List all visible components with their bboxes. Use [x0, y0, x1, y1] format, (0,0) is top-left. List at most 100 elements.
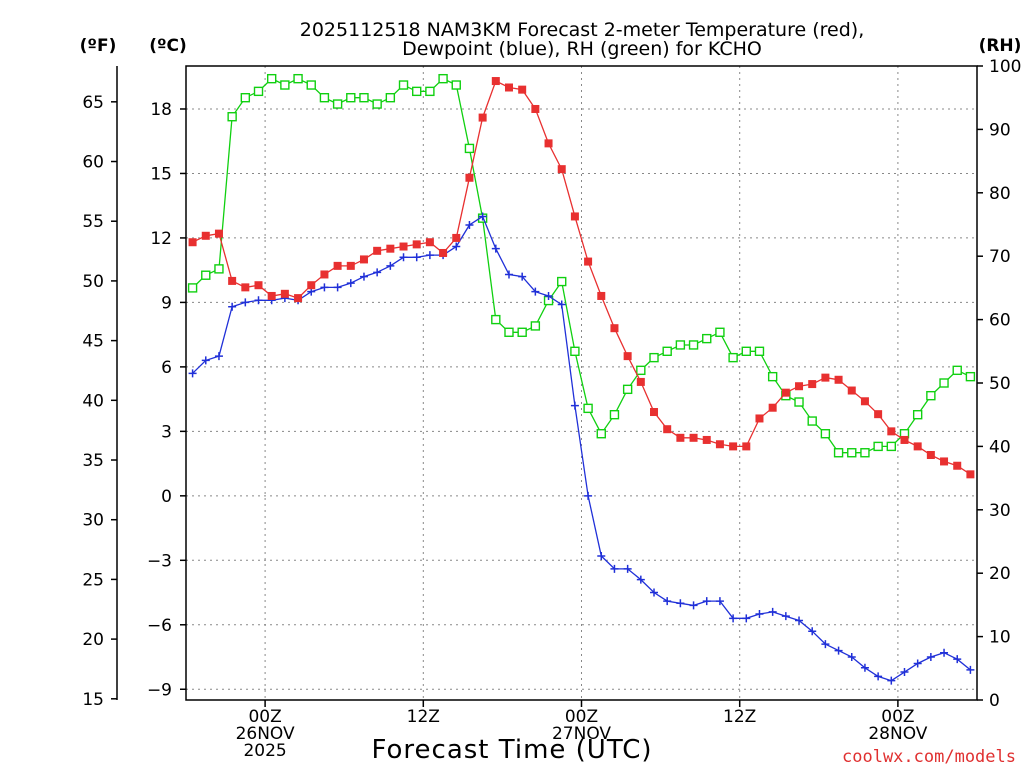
dewpoint-point [531, 287, 540, 296]
rh-point [965, 371, 976, 382]
dewpoint-point [188, 369, 197, 378]
rh-point [359, 92, 369, 103]
temperature-point [702, 435, 711, 444]
temperature-point [412, 240, 421, 249]
rh-point [319, 92, 330, 103]
temperature-point [834, 375, 843, 384]
temperature-point [518, 85, 527, 94]
rh-point [451, 80, 461, 90]
temperature-point [201, 231, 210, 240]
rh-point [293, 73, 303, 84]
temperature-point [531, 104, 540, 113]
temperature-point [650, 408, 659, 417]
temperature-point [491, 77, 500, 86]
temperature-point [808, 380, 817, 389]
temperature-point [676, 433, 685, 442]
rh-point [741, 346, 751, 356]
rh-point [662, 346, 672, 356]
gridlines [186, 66, 977, 700]
dewpoint-point [518, 272, 527, 281]
dewpoint-point [359, 272, 368, 281]
time-tick-label: 12Z [407, 707, 440, 727]
rh-point [372, 99, 382, 109]
rh-point [425, 86, 435, 97]
rh-point [807, 416, 817, 426]
dewpoint-point [478, 212, 487, 221]
fahrenheit-tick-label: 30 [82, 511, 104, 531]
rh-point [214, 264, 224, 274]
temperature-point [320, 270, 329, 279]
temperature-point [755, 414, 764, 423]
temperature-point [478, 113, 487, 122]
dewpoint-point [663, 597, 672, 606]
temperature-point [267, 291, 276, 300]
rh-point [794, 397, 804, 407]
rh-point [715, 327, 725, 337]
rh-point [939, 378, 949, 388]
celsius-tick-label: 6 [161, 358, 172, 378]
dewpoint-point [860, 663, 869, 672]
rh-point [609, 410, 620, 420]
time-tick-label: 00Z [565, 707, 598, 727]
plot-frame [185, 65, 978, 701]
fahrenheit-tick-label: 65 [82, 93, 104, 113]
dewpoint-point [504, 270, 513, 279]
dewpoint-point [689, 601, 698, 610]
dewpoint-point [900, 668, 909, 677]
fahrenheit-tick-label: 50 [82, 272, 104, 292]
temperature-point [386, 244, 395, 253]
dewpoint-point [887, 676, 896, 685]
rh-tick-label: 100 [989, 57, 1021, 77]
temperature-point [821, 373, 830, 382]
dewpoint-point [742, 614, 751, 623]
celsius-tick-label: −9 [147, 680, 172, 700]
rh-point [886, 441, 897, 452]
temperature-point [795, 382, 804, 391]
temperature-point [570, 212, 579, 221]
temperature-point [452, 233, 461, 242]
dewpoint-point [768, 607, 777, 616]
dewpoint-point [636, 575, 645, 584]
rh-point [385, 92, 396, 103]
dewpoint-point [241, 298, 250, 307]
dewpoint-point [966, 665, 975, 674]
temperature-point [399, 242, 408, 251]
time-tick-label: 12Z [723, 707, 756, 727]
dewpoint-point [320, 283, 329, 292]
rh-point [728, 352, 738, 363]
dewpoint-point [584, 491, 593, 500]
fahrenheit-tick-label: 35 [82, 451, 104, 471]
rh-point [860, 448, 870, 458]
dewpoint-point [491, 244, 500, 253]
temperature-point [333, 261, 342, 270]
rh-unit-label: (RH) [979, 36, 1022, 56]
temperature-point [557, 165, 566, 174]
rh-point [820, 429, 831, 439]
rh-point [412, 86, 422, 97]
dewpoint-point [373, 268, 382, 277]
temperature-point [860, 397, 869, 406]
dewpoint-point [755, 610, 764, 619]
temperature-point [584, 257, 593, 266]
dewpoint-point [953, 655, 962, 664]
rh-point [596, 429, 606, 439]
rh-point [266, 73, 277, 84]
data-series [187, 73, 976, 685]
rh-point [253, 86, 264, 97]
fahrenheit-tick-label: 25 [82, 570, 104, 590]
chart-title-line-1: 2025112518 NAM3KM Forecast 2-meter Tempe… [300, 19, 864, 41]
rh-tick-label: 80 [989, 184, 1011, 204]
dewpoint-point [425, 251, 434, 260]
temperature-point [597, 291, 606, 300]
rh-point [464, 143, 475, 154]
rh-point [702, 333, 712, 344]
fahrenheit-unit-label: (ºF) [80, 36, 117, 56]
rh-tick-label: 40 [989, 437, 1011, 457]
dewpoint-point [254, 296, 263, 305]
temperature-point [729, 442, 738, 451]
temperature-point [900, 435, 909, 444]
dewpoint-point [570, 401, 579, 410]
dewpoint-point [201, 356, 210, 365]
rh-point [398, 80, 409, 90]
rh-point [688, 340, 699, 350]
